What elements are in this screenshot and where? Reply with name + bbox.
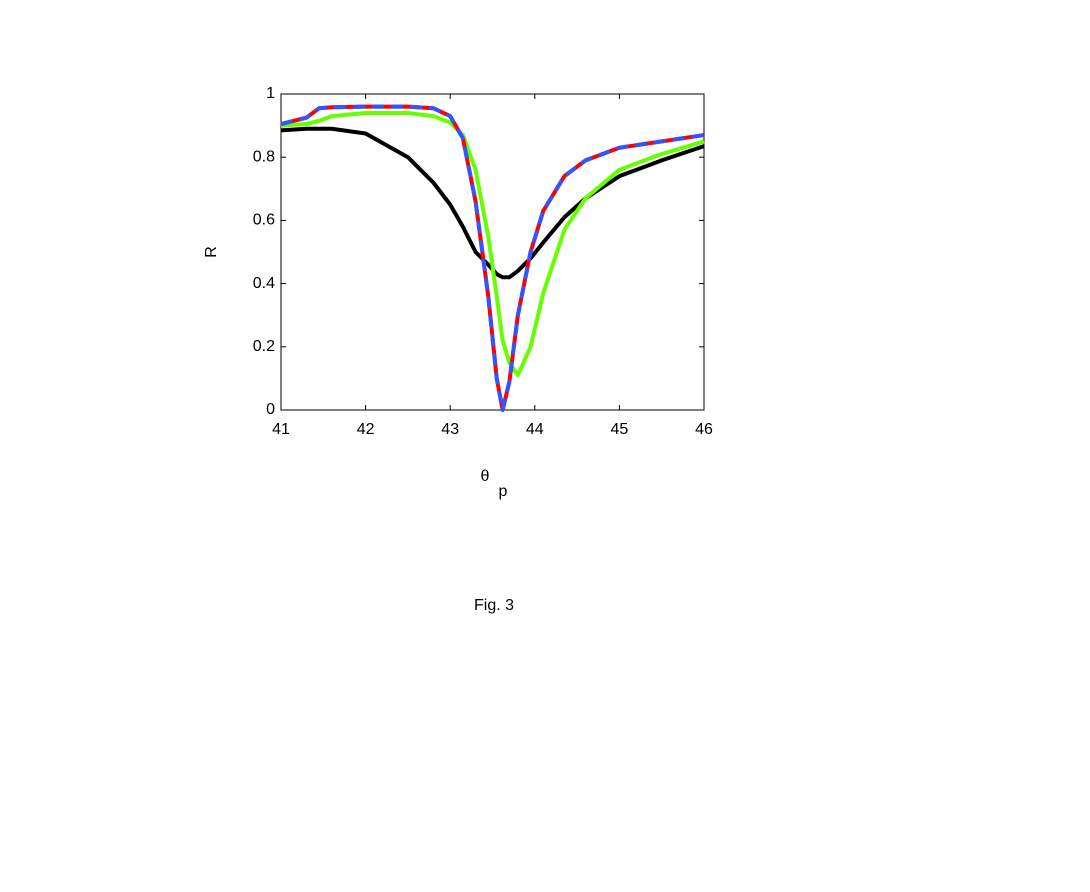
series-line — [280, 110, 705, 378]
y-axis-label: R — [203, 246, 220, 258]
y-tick-label: 0.4 — [253, 275, 275, 292]
x-tick-label: 42 — [357, 421, 375, 438]
plot-frame — [280, 93, 705, 411]
x-tick-label: 41 — [272, 421, 290, 438]
y-tick-label: 0 — [266, 401, 275, 418]
x-tick-label: 44 — [526, 421, 544, 438]
x-axis-label-subscript: p — [499, 483, 508, 500]
y-tick-label: 0.8 — [253, 148, 275, 165]
x-tick-label: 43 — [441, 421, 459, 438]
x-axis-label: θ — [481, 468, 490, 485]
y-tick-label: 0.2 — [253, 338, 275, 355]
x-tick-label: 45 — [611, 421, 629, 438]
series-line — [280, 104, 705, 412]
x-tick-label: 46 — [695, 421, 713, 438]
y-tick-label: 1 — [266, 85, 275, 102]
caption: Fig. 3 — [474, 597, 514, 614]
y-tick-label: 0.6 — [253, 212, 275, 229]
